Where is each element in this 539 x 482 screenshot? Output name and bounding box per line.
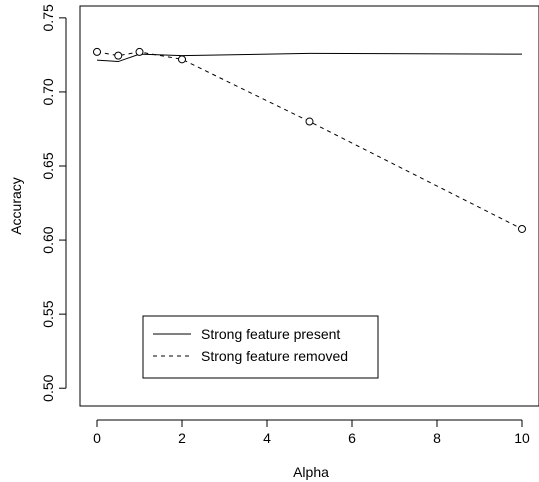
legend-box <box>142 315 379 379</box>
y-tick-label: 0.50 <box>40 374 56 401</box>
data-point-marker <box>305 117 314 126</box>
y-axis: 0.50 0.55 0.60 0.65 0.70 0.75 <box>40 4 67 402</box>
series-line-0 <box>96 52 523 63</box>
x-tick-label: 0 <box>93 430 101 446</box>
plot-frame <box>79 5 539 407</box>
x-tick-label: 8 <box>433 430 441 446</box>
series-line-1 <box>96 51 523 230</box>
x-tick-label: 2 <box>178 430 186 446</box>
data-point-marker <box>518 224 526 233</box>
legend-label-present: Strong feature present <box>201 326 340 342</box>
y-tick-label: 0.60 <box>40 226 56 253</box>
y-axis-label: Accuracy <box>8 177 24 235</box>
x-tick-label: 6 <box>348 430 356 446</box>
legend: Strong feature present Strong feature re… <box>142 315 379 379</box>
x-tick-label: 4 <box>263 430 271 446</box>
y-tick-label: 0.75 <box>40 4 56 31</box>
data-point-marker <box>93 47 101 56</box>
data-point-marker <box>114 51 123 60</box>
data-point-marker <box>178 55 186 64</box>
y-tick-label: 0.55 <box>40 300 56 327</box>
x-axis-label: Alpha <box>293 464 329 480</box>
data-point-marker <box>135 47 144 56</box>
x-axis: 0 2 4 6 8 10 <box>93 419 530 446</box>
legend-label-removed: Strong feature removed <box>201 348 348 364</box>
y-tick-label: 0.65 <box>40 152 56 179</box>
x-tick-label: 10 <box>514 430 530 446</box>
y-tick-label: 0.70 <box>40 78 56 105</box>
series-layer <box>93 47 526 233</box>
